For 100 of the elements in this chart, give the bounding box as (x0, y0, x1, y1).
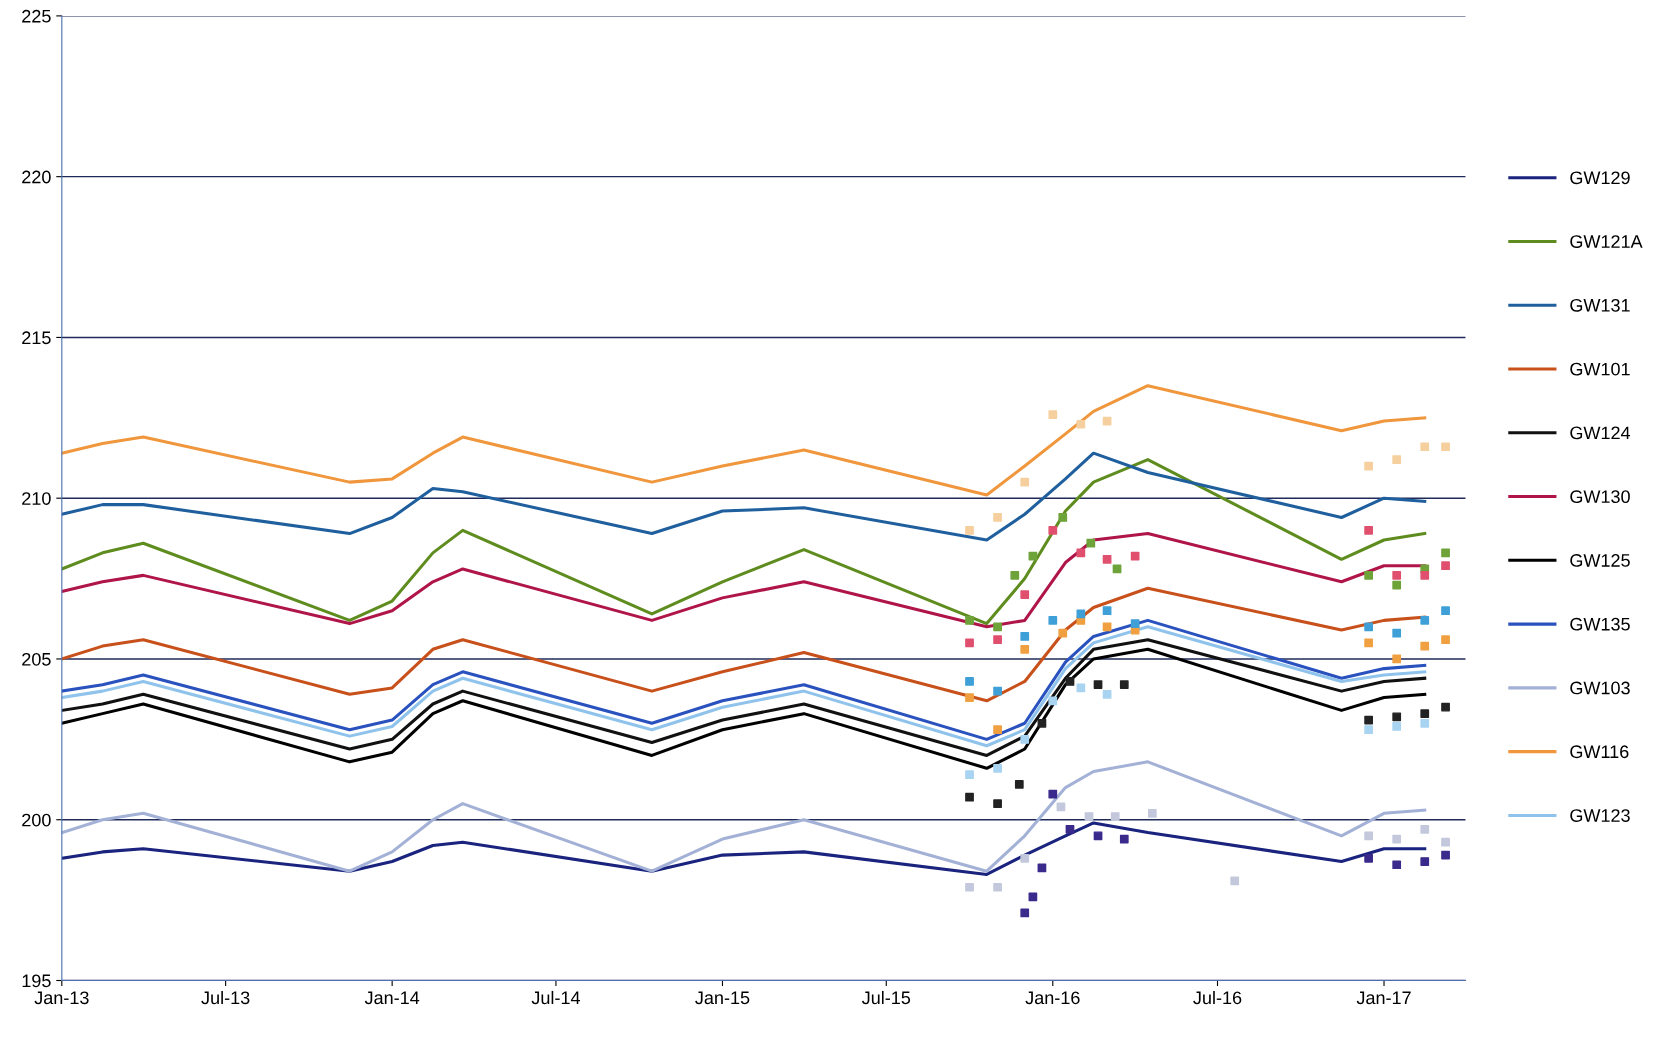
point (1392, 722, 1402, 731)
point (993, 725, 1002, 735)
point (1392, 570, 1402, 580)
point (993, 882, 1002, 892)
point (1048, 789, 1058, 799)
point (1441, 837, 1450, 847)
point (1065, 677, 1075, 686)
point (1420, 442, 1430, 452)
legend-label: GW103 (1570, 681, 1630, 695)
point (993, 622, 1002, 632)
point (1020, 908, 1030, 918)
point (1364, 525, 1374, 535)
point (1441, 442, 1450, 452)
point (1093, 831, 1103, 841)
point (1048, 616, 1058, 625)
line-series (61, 638, 1427, 757)
point (1076, 683, 1086, 693)
y-tick-label: 205 (22, 652, 51, 666)
point (1102, 622, 1112, 632)
point (1392, 654, 1402, 664)
point (965, 638, 974, 648)
point (1076, 609, 1086, 619)
legend-label: GW124 (1570, 426, 1631, 440)
point (1076, 548, 1086, 558)
point (1020, 590, 1030, 600)
point (1020, 734, 1030, 744)
y-tick-label: 225 (22, 9, 51, 23)
legend-label: GW125 (1570, 554, 1630, 567)
point (1102, 554, 1112, 564)
x-tick-label: Jan-13 (34, 991, 89, 1005)
point (1147, 808, 1157, 818)
point (1441, 702, 1450, 712)
point (1364, 622, 1374, 632)
x-tick-label: Jan-14 (364, 991, 420, 1005)
point (1441, 850, 1450, 860)
point (1020, 853, 1030, 863)
point (1037, 718, 1047, 728)
x-tick-label: Jan-15 (695, 991, 750, 1005)
point (1364, 715, 1374, 725)
point (965, 792, 974, 802)
point (1364, 853, 1374, 863)
x-tick-label: Jul-16 (1193, 990, 1242, 1005)
point (1093, 680, 1103, 690)
x-tick-label: Jul-15 (861, 990, 911, 1005)
point (993, 686, 1002, 696)
point (1086, 538, 1096, 548)
legend-label: GW129 (1570, 171, 1630, 185)
point (1392, 834, 1402, 844)
point (1392, 455, 1402, 464)
point (1364, 461, 1374, 471)
legend-label: GW130 (1570, 490, 1630, 504)
point (965, 525, 974, 535)
line-series (61, 458, 1427, 626)
point (965, 770, 974, 780)
point (1102, 689, 1112, 699)
point (1048, 410, 1058, 419)
point (1441, 606, 1450, 616)
point (1014, 779, 1024, 789)
y-tick-label: 220 (22, 170, 51, 184)
point (1020, 477, 1030, 487)
legend-label: GW116 (1570, 745, 1629, 759)
line-series (61, 451, 1427, 542)
point (1392, 860, 1402, 870)
point (1048, 696, 1058, 706)
legend-label: GW123 (1570, 809, 1630, 822)
x-tick-label: Jan-17 (1356, 991, 1411, 1005)
point (993, 635, 1002, 645)
y-tick-label: 200 (22, 813, 51, 827)
point (1076, 419, 1086, 429)
point (993, 763, 1002, 773)
x-tick-label: Jul-14 (531, 990, 581, 1005)
point (1364, 638, 1374, 648)
point (1420, 718, 1430, 728)
legend-label: GW135 (1570, 617, 1630, 631)
point (965, 882, 974, 892)
legend-label: GW121A (1570, 235, 1643, 248)
point (1420, 641, 1430, 651)
point (1102, 606, 1112, 616)
point (965, 693, 974, 702)
point (1420, 825, 1430, 834)
point (1058, 513, 1068, 522)
point (1065, 825, 1075, 834)
point (1058, 628, 1068, 638)
point (1364, 570, 1374, 580)
legend-label: GW131 (1570, 298, 1630, 312)
point (1230, 876, 1240, 886)
point (1110, 812, 1120, 821)
point (1392, 628, 1402, 638)
point (1364, 725, 1374, 735)
point (965, 616, 974, 625)
x-tick-label: Jul-13 (201, 990, 250, 1005)
point (1364, 831, 1374, 841)
point (1420, 709, 1430, 718)
point (993, 799, 1002, 809)
point (1048, 525, 1058, 535)
point (993, 513, 1002, 522)
point (1020, 644, 1030, 654)
point (1441, 548, 1450, 558)
line-series (61, 760, 1427, 873)
point (1420, 616, 1430, 625)
